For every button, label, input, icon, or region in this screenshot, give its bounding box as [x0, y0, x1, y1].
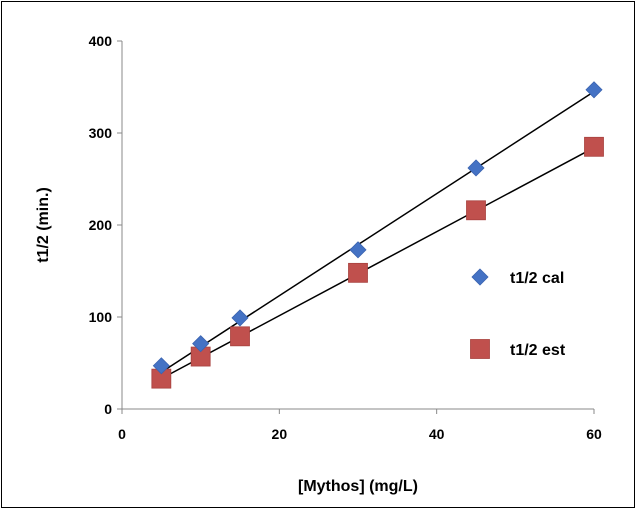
y-tick-label: 300	[89, 125, 113, 141]
y-tick-label: 100	[89, 309, 113, 325]
y-axis-title: t1/2 (min.)	[35, 187, 52, 263]
data-point-cal	[467, 159, 485, 177]
x-axis-title: [Mythos] (mg/L)	[298, 478, 418, 495]
y-tick-label: 200	[89, 217, 113, 233]
x-tick-label: 20	[272, 426, 288, 442]
trendlines	[160, 90, 595, 380]
legend-marker-est	[470, 339, 490, 359]
legend: t1/2 cal t1/2 est	[470, 268, 566, 359]
data-points	[151, 81, 604, 389]
data-point-cal	[585, 81, 603, 99]
data-point-cal	[349, 241, 367, 259]
trendline-series-1	[160, 90, 595, 373]
data-point-est	[466, 200, 486, 221]
y-tick-label: 0	[104, 401, 112, 417]
data-point-est	[348, 262, 368, 283]
data-point-cal	[231, 309, 249, 327]
x-tick-label: 60	[586, 426, 602, 442]
data-point-cal	[152, 357, 170, 375]
legend-marker-cal	[471, 268, 489, 286]
data-point-est	[584, 136, 604, 157]
legend-label-1: t1/2 cal	[510, 270, 564, 287]
legend-label-2: t1/2 est	[510, 342, 566, 359]
y-tick-label: 400	[89, 33, 113, 49]
x-tick-label: 0	[118, 426, 126, 442]
data-point-est	[230, 326, 250, 347]
axes	[117, 40, 595, 414]
x-tick-label: 40	[429, 426, 445, 442]
data-point-cal	[192, 335, 210, 353]
tick-labels: 0 100 200 300 400 0 20 40 60	[89, 33, 602, 442]
